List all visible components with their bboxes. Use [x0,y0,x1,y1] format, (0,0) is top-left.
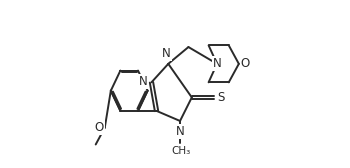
Text: S: S [217,91,225,104]
Text: N: N [162,47,171,60]
Text: O: O [240,57,250,70]
Text: O: O [95,121,104,134]
Text: N: N [213,57,221,70]
Text: CH₃: CH₃ [171,146,190,156]
Text: N: N [176,125,184,138]
Text: N: N [139,75,147,88]
